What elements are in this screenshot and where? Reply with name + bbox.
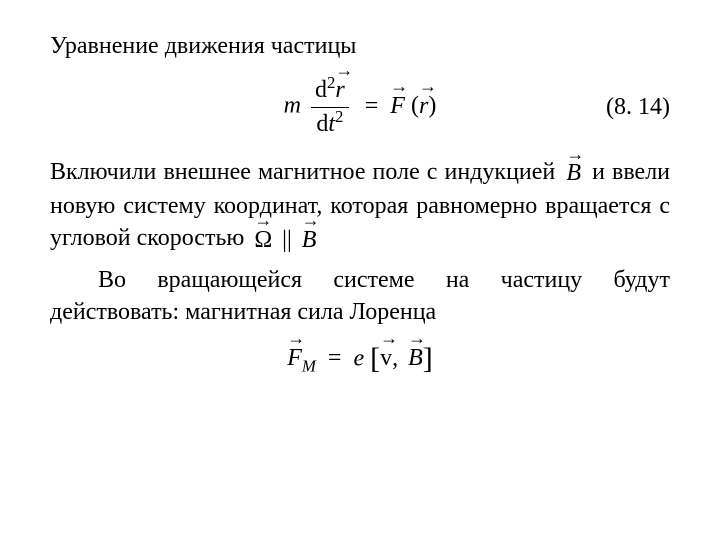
b-vector-3: B (408, 342, 423, 374)
charge-e: e (353, 345, 364, 371)
mass-symbol: m (284, 93, 301, 119)
b-vector-1: B (566, 157, 581, 189)
force-m-subscript: M (302, 356, 316, 375)
lorentz-force-equation: FM = e [v, B] (50, 339, 670, 380)
second-derivative-fraction: d2r dt2 (311, 74, 349, 140)
paragraph-1: Включили внешнее магнитное поле с индукц… (50, 156, 670, 256)
d-bot-exp: 2 (335, 107, 343, 126)
d-bot: d (316, 111, 328, 137)
equation-of-motion: m d2r dt2 = F (r) (8. 14) (50, 74, 670, 140)
r-vector-arg: r (419, 90, 428, 122)
comma: , (392, 345, 398, 371)
left-bracket: [ (370, 342, 380, 375)
open-paren: ( (411, 93, 419, 119)
force-vector: F (390, 90, 405, 122)
b-vector-2: B (302, 224, 317, 256)
t-var: t (328, 111, 335, 137)
d-top-exp: 2 (327, 73, 335, 92)
paragraph-2: Во вращающейся системе на частицу будут … (50, 264, 670, 329)
para1-seg1: Включили внешнее магнитное поле с индукц… (50, 159, 555, 185)
equals-2: = (328, 345, 342, 371)
equation-number: (8. 14) (606, 91, 670, 123)
page-title: Уравнение движения частицы (50, 30, 670, 62)
velocity-vector: v (380, 342, 392, 374)
equals-1: = (365, 93, 379, 119)
r-vector-top: r (335, 74, 344, 106)
d-top: d (315, 77, 327, 103)
parallel-symbol: || (282, 227, 292, 253)
force-m-vector: F (287, 342, 302, 374)
omega-vector: Ω (254, 224, 272, 256)
para2-text: Во вращающейся системе на частицу будут … (50, 267, 670, 325)
close-paren: ) (428, 93, 436, 119)
